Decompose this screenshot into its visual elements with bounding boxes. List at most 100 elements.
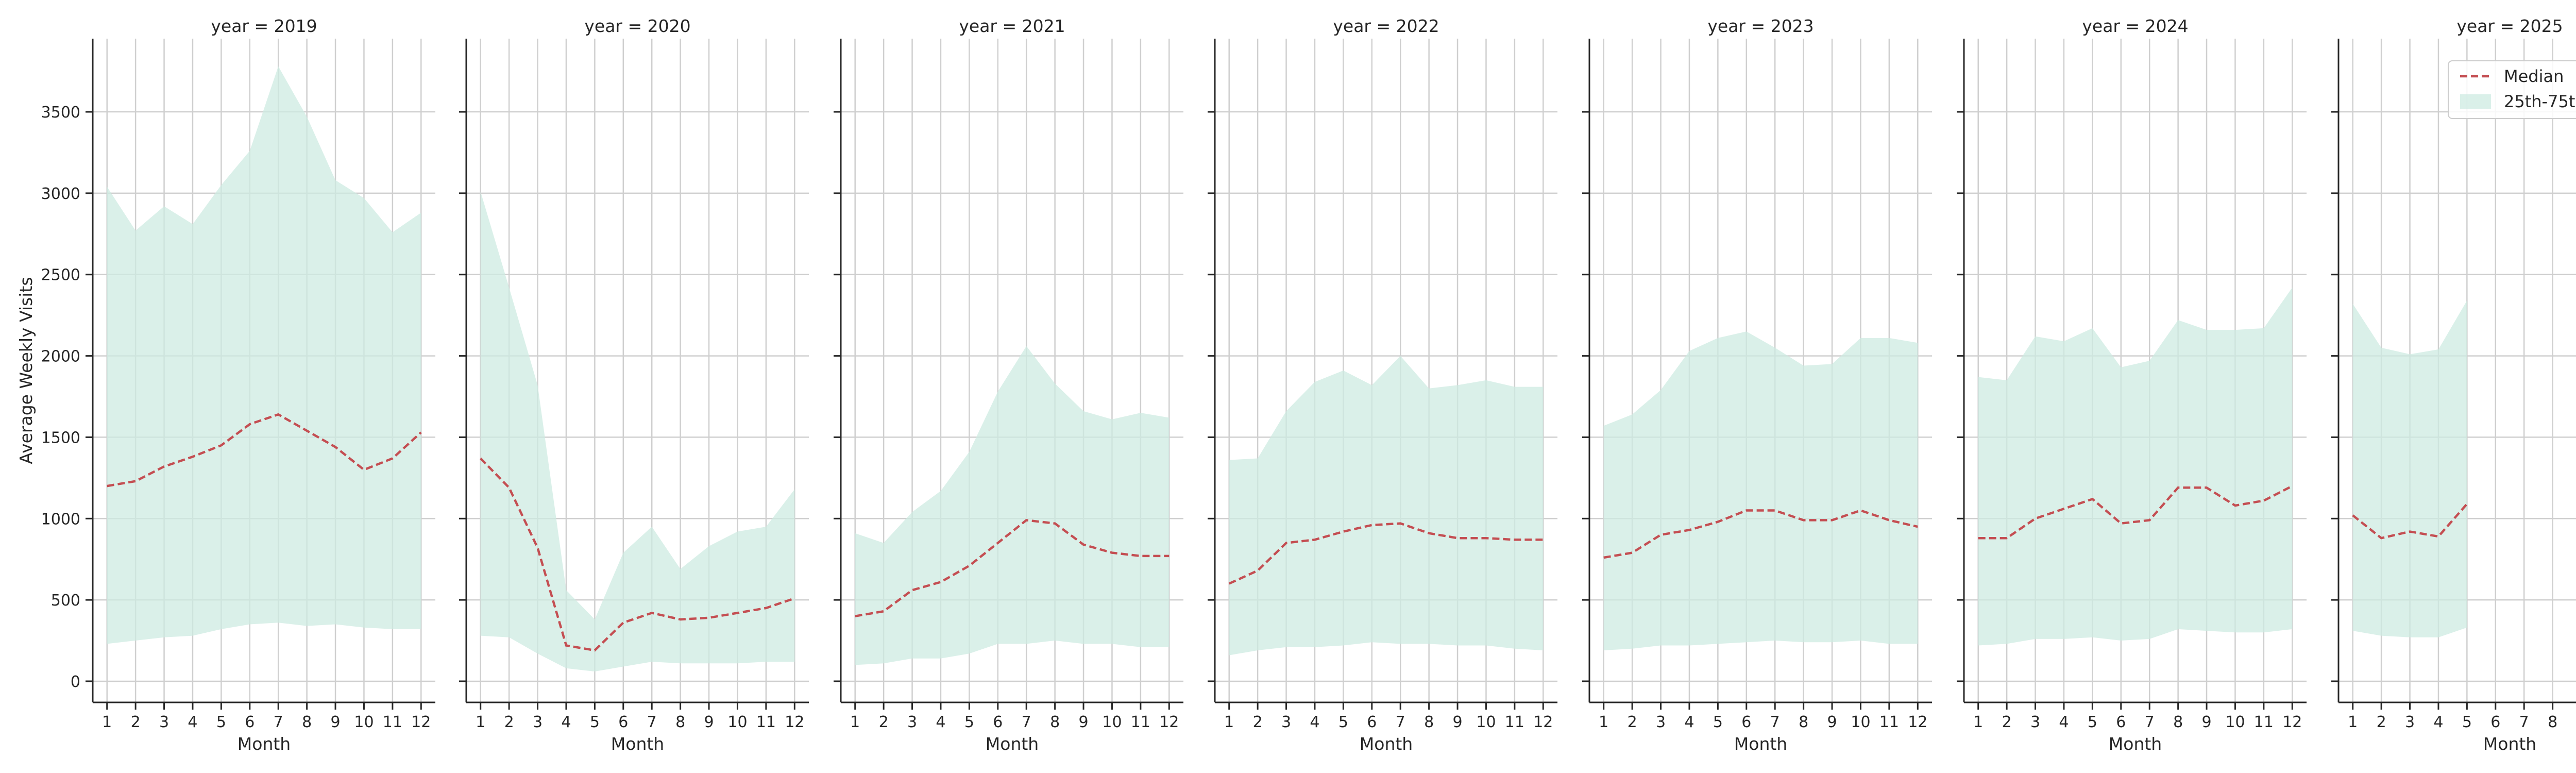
y-tick-label: 500	[51, 592, 80, 610]
x-tick-label: 7	[274, 713, 283, 731]
x-tick-label: 7	[1022, 713, 1031, 731]
percentile-band	[1978, 288, 2293, 646]
x-tick-label: 7	[1770, 713, 1780, 731]
x-tick-label: 8	[1050, 713, 1060, 731]
x-tick-label: 10	[2225, 713, 2245, 731]
y-tick-label: 1500	[41, 429, 80, 447]
x-tick-label: 12	[1908, 713, 1927, 731]
x-tick-label: 6	[245, 713, 255, 731]
x-tick-label: 4	[1310, 713, 1319, 731]
x-axis-label: Month	[986, 734, 1039, 754]
x-tick-label: 12	[785, 713, 804, 731]
percentile-band	[107, 66, 421, 644]
legend-median-label: Median	[2504, 66, 2564, 86]
x-tick-label: 6	[618, 713, 628, 731]
x-tick-label: 11	[1879, 713, 1899, 731]
x-tick-label: 9	[330, 713, 340, 731]
legend: Median 25th-75th Percentile	[2448, 60, 2576, 119]
x-tick-label: 8	[2548, 713, 2557, 731]
x-tick-label: 9	[1078, 713, 1088, 731]
x-axis-label: Month	[238, 734, 291, 754]
x-tick-label: 1	[102, 713, 112, 731]
x-tick-label: 4	[188, 713, 197, 731]
median-line	[2352, 503, 2468, 540]
x-tick-label: 2	[2002, 713, 2012, 731]
x-tick-label: 6	[1741, 713, 1751, 731]
x-tick-label: 5	[590, 713, 600, 731]
x-tick-label: 4	[2433, 713, 2443, 731]
x-tick-label: 7	[2145, 713, 2155, 731]
x-tick-label: 11	[756, 713, 776, 731]
panel-title: year = 2019	[211, 16, 317, 36]
x-tick-label: 10	[1476, 713, 1496, 731]
x-tick-label: 12	[1533, 713, 1553, 731]
x-tick-label: 11	[1505, 713, 1524, 731]
x-tick-label: 5	[216, 713, 226, 731]
x-tick-label: 2	[1253, 713, 1263, 731]
y-axis-label: Average Weekly Visits	[16, 277, 36, 464]
x-tick-label: 3	[2030, 713, 2040, 731]
median-line	[107, 413, 422, 488]
x-tick-label: 6	[1367, 713, 1377, 731]
x-tick-label: 10	[727, 713, 747, 731]
x-tick-label: 5	[2462, 713, 2472, 731]
x-tick-label: 2	[2377, 713, 2386, 731]
x-tick-label: 3	[907, 713, 917, 731]
median-line	[1978, 485, 2293, 540]
percentile-band	[1229, 356, 1544, 656]
x-axis-label: Month	[2109, 734, 2162, 754]
panel-title: year = 2023	[1707, 16, 1814, 36]
legend-band-label: 25th-75th Percentile	[2504, 92, 2576, 111]
x-tick-label: 6	[2490, 713, 2500, 731]
x-tick-label: 2	[504, 713, 514, 731]
x-tick-label: 4	[2059, 713, 2069, 731]
x-tick-label: 6	[2116, 713, 2126, 731]
x-tick-label: 9	[704, 713, 714, 731]
x-axis-label: Month	[1734, 734, 1787, 754]
x-tick-label: 1	[1973, 713, 1983, 731]
median-line	[1603, 509, 1918, 559]
x-tick-label: 10	[1102, 713, 1122, 731]
x-tick-label: 12	[1159, 713, 1179, 731]
median-line	[480, 457, 795, 652]
x-tick-label: 2	[1628, 713, 1637, 731]
y-tick-label: 1000	[41, 510, 80, 528]
percentile-band	[1603, 331, 1918, 650]
y-tick-label: 3000	[41, 185, 80, 203]
x-tick-label: 8	[1799, 713, 1808, 731]
x-tick-label: 3	[2405, 713, 2415, 731]
x-tick-label: 1	[1599, 713, 1608, 731]
x-tick-label: 1	[2348, 713, 2358, 731]
x-tick-label: 1	[476, 713, 485, 731]
x-tick-label: 11	[383, 713, 402, 731]
x-tick-label: 5	[1713, 713, 1723, 731]
median-line	[855, 519, 1170, 617]
x-tick-label: 10	[1851, 713, 1870, 731]
x-tick-label: 12	[411, 713, 431, 731]
x-tick-label: 3	[1656, 713, 1666, 731]
x-tick-label: 8	[1424, 713, 1434, 731]
legend-band-swatch	[2460, 94, 2491, 109]
x-tick-label: 7	[647, 713, 657, 731]
x-tick-label: 3	[159, 713, 169, 731]
x-tick-label: 8	[302, 713, 312, 731]
x-tick-label: 12	[2282, 713, 2302, 731]
x-tick-label: 2	[131, 713, 141, 731]
percentile-band	[2352, 300, 2467, 637]
x-tick-label: 9	[1452, 713, 1462, 731]
y-tick-label: 3500	[41, 104, 80, 122]
panel-title: year = 2025	[2456, 16, 2563, 36]
panel-title: year = 2021	[959, 16, 1065, 36]
x-tick-label: 8	[675, 713, 685, 731]
x-tick-label: 7	[1396, 713, 1405, 731]
x-tick-label: 1	[850, 713, 860, 731]
y-tick-label: 0	[71, 673, 80, 691]
x-tick-label: 8	[2173, 713, 2183, 731]
median-line	[1228, 522, 1544, 585]
